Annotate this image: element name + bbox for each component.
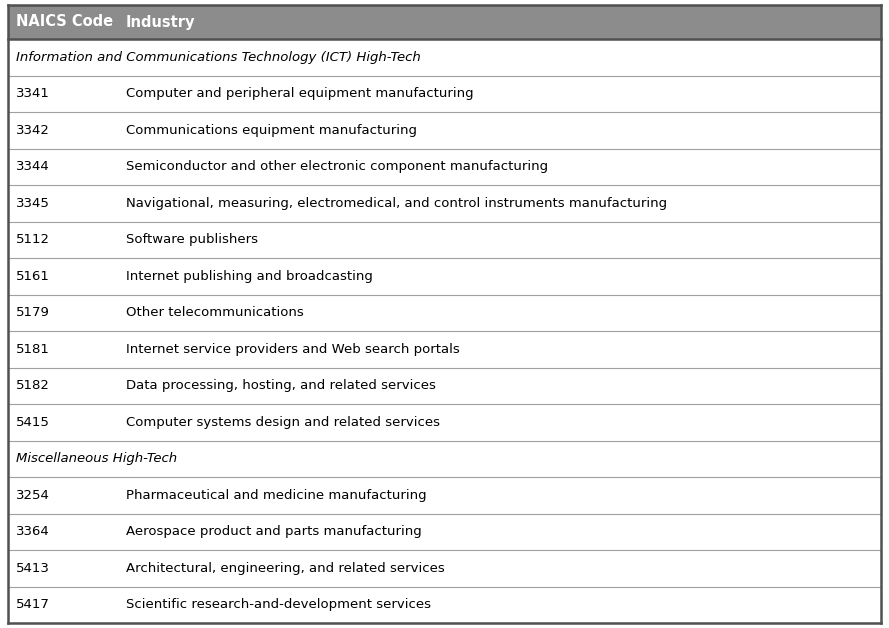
Text: Architectural, engineering, and related services: Architectural, engineering, and related … bbox=[126, 562, 444, 575]
Text: Aerospace product and parts manufacturing: Aerospace product and parts manufacturin… bbox=[126, 525, 421, 538]
Text: Pharmaceutical and medicine manufacturing: Pharmaceutical and medicine manufacturin… bbox=[126, 489, 427, 502]
Text: 3341: 3341 bbox=[16, 87, 50, 100]
Text: 5413: 5413 bbox=[16, 562, 50, 575]
Text: 5179: 5179 bbox=[16, 306, 50, 319]
Text: 5181: 5181 bbox=[16, 343, 50, 355]
Text: 5182: 5182 bbox=[16, 379, 50, 392]
Text: Navigational, measuring, electromedical, and control instruments manufacturing: Navigational, measuring, electromedical,… bbox=[126, 197, 667, 210]
Text: 5112: 5112 bbox=[16, 233, 50, 246]
Text: Communications equipment manufacturing: Communications equipment manufacturing bbox=[126, 124, 417, 137]
Text: Computer and peripheral equipment manufacturing: Computer and peripheral equipment manufa… bbox=[126, 87, 474, 100]
Text: Semiconductor and other electronic component manufacturing: Semiconductor and other electronic compo… bbox=[126, 160, 549, 173]
Text: Data processing, hosting, and related services: Data processing, hosting, and related se… bbox=[126, 379, 436, 392]
Text: Internet service providers and Web search portals: Internet service providers and Web searc… bbox=[126, 343, 460, 355]
Text: 5161: 5161 bbox=[16, 270, 50, 283]
Text: 5417: 5417 bbox=[16, 598, 50, 611]
Text: 3342: 3342 bbox=[16, 124, 50, 137]
Text: Scientific research-and-development services: Scientific research-and-development serv… bbox=[126, 598, 431, 611]
Text: 3345: 3345 bbox=[16, 197, 50, 210]
Text: Information and Communications Technology (ICT) High-Tech: Information and Communications Technolog… bbox=[16, 51, 420, 64]
Text: Industry: Industry bbox=[126, 14, 196, 30]
Text: 5415: 5415 bbox=[16, 416, 50, 429]
Text: 3344: 3344 bbox=[16, 160, 50, 173]
Text: Internet publishing and broadcasting: Internet publishing and broadcasting bbox=[126, 270, 372, 283]
Text: Software publishers: Software publishers bbox=[126, 233, 258, 246]
Text: 3254: 3254 bbox=[16, 489, 50, 502]
Text: Other telecommunications: Other telecommunications bbox=[126, 306, 304, 319]
Bar bbox=[8, 5, 881, 39]
Text: Miscellaneous High-Tech: Miscellaneous High-Tech bbox=[16, 452, 177, 465]
Text: Computer systems design and related services: Computer systems design and related serv… bbox=[126, 416, 440, 429]
Text: 3364: 3364 bbox=[16, 525, 50, 538]
Text: NAICS Code: NAICS Code bbox=[16, 14, 113, 30]
